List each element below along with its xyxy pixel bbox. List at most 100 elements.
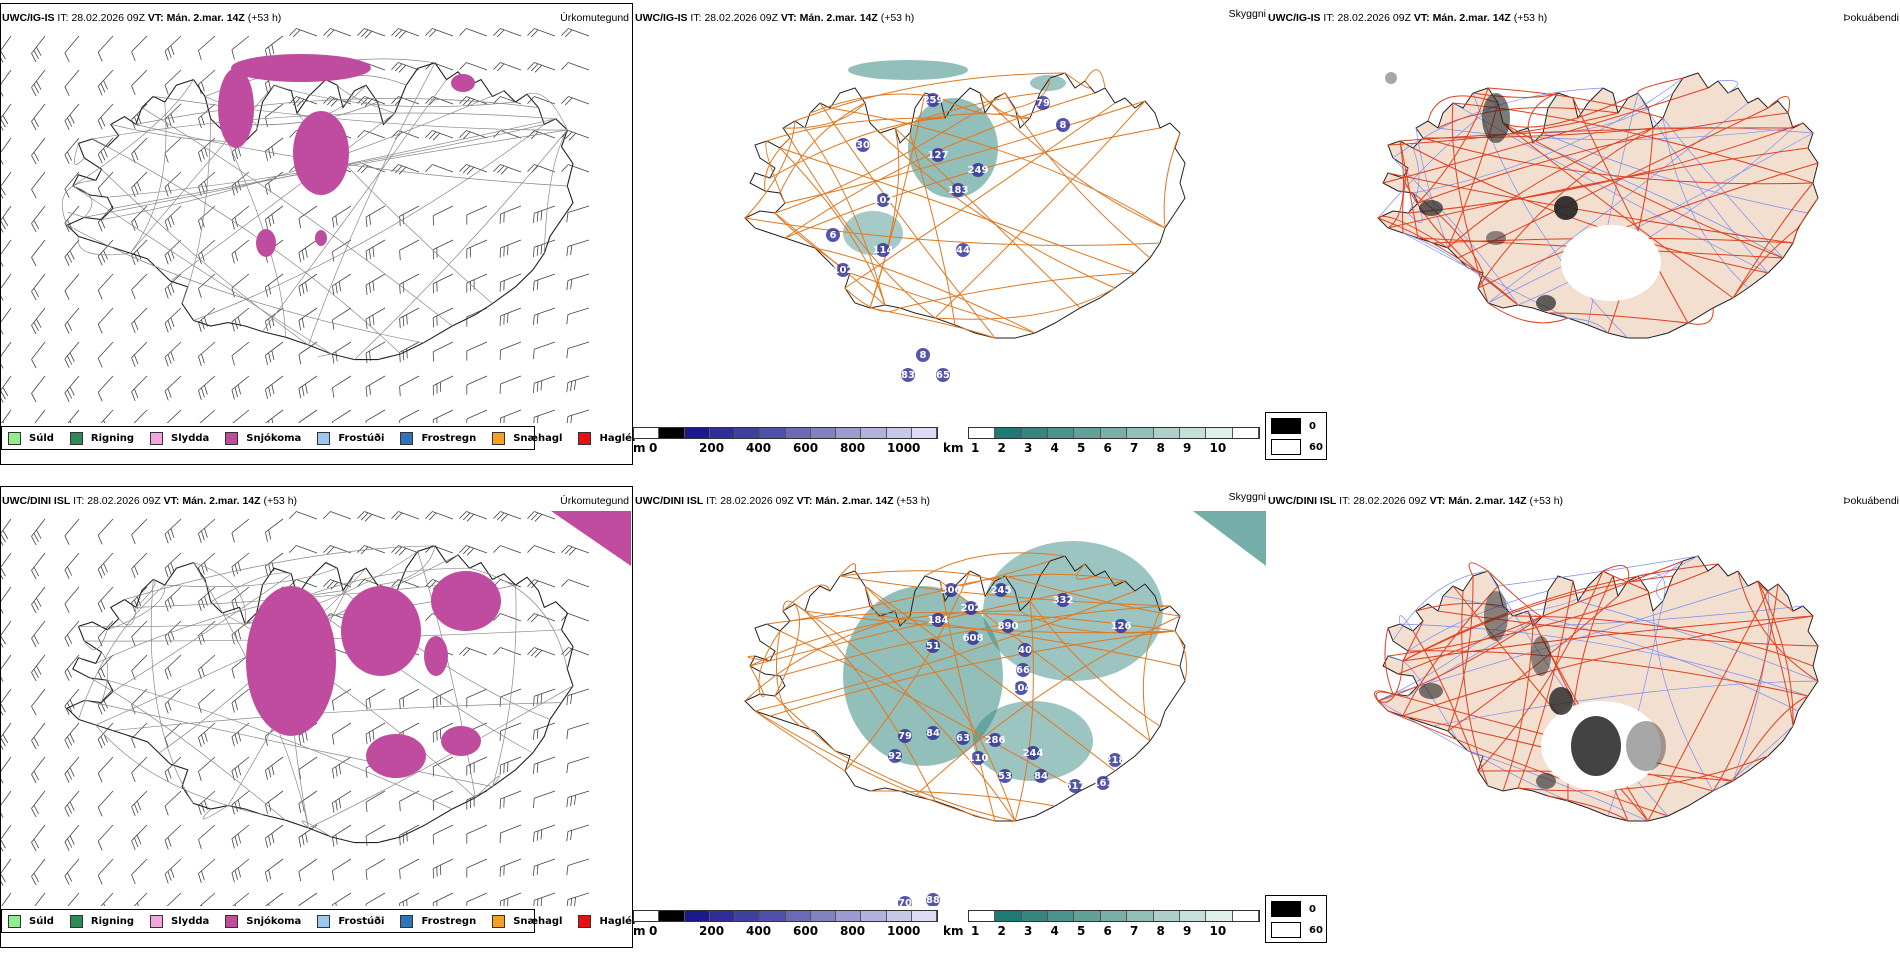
wind-barb (195, 274, 220, 298)
colorbar-tick: 5 (1077, 924, 1085, 938)
wind-barb (129, 138, 154, 163)
road-line (222, 130, 285, 337)
fog-indicator-panel: UWC/DINI ISL IT: 28.02.2026 09Z VT: Mán.… (1266, 483, 1899, 953)
wind-barb (463, 308, 490, 327)
fog-indicator-area (1385, 72, 1397, 84)
fog-indicator-area (1536, 295, 1556, 311)
legend-swatch (578, 432, 591, 445)
road-line (153, 96, 567, 130)
wind-barb (29, 723, 52, 749)
wind-barb (530, 893, 558, 906)
road-line (783, 103, 865, 128)
road-line (900, 273, 1135, 308)
wind-barb (564, 240, 591, 256)
colorbar-segment (836, 911, 861, 921)
wind-barb (564, 893, 591, 906)
ceiling-peak-label: 890 (998, 621, 1019, 632)
legend-item-1: Rigning (70, 915, 134, 928)
legend-item-5: Frostregn (400, 915, 476, 928)
fog-map[interactable] (1266, 28, 1900, 408)
wind-barb (463, 757, 490, 776)
wind-barb (430, 825, 457, 844)
colorbar-tick: 10 (1210, 924, 1227, 938)
fog-indicator-area (1536, 773, 1556, 789)
ceiling-peak-label: 126 (1111, 621, 1132, 632)
wind-barb (561, 61, 589, 78)
fog-map[interactable] (1266, 511, 1900, 891)
wind-barb (564, 206, 591, 222)
wind-barb (527, 646, 555, 663)
precip-map[interactable] (1, 28, 631, 423)
colorbar-segment (969, 428, 995, 438)
wind-barb (96, 893, 120, 906)
wind-barb (129, 376, 154, 401)
wind-barb (262, 893, 288, 906)
colorbar-segment (861, 911, 886, 921)
wind-barb (497, 893, 524, 906)
wind-barb (396, 893, 423, 906)
wind-barb (96, 274, 120, 299)
wind-barb (396, 689, 423, 709)
colorbar-tick: 800 (840, 441, 865, 455)
colorbar-segment (1074, 911, 1100, 921)
wind-barb (459, 646, 487, 663)
wind-barb (195, 138, 220, 162)
visibility-colorbar (968, 427, 1260, 439)
legend-label: Rigning (91, 916, 134, 927)
ceiling-peak-label: 79 (1036, 98, 1050, 109)
colorbar-segment (1127, 911, 1153, 921)
precip-map[interactable] (1, 511, 631, 906)
wind-barb (391, 28, 419, 44)
colorbar-segment (634, 428, 659, 438)
wind-barb (363, 859, 390, 880)
wind-barb (262, 859, 288, 882)
wind-barb (195, 70, 220, 94)
colorbar-segment (659, 911, 684, 921)
wind-barb (1, 553, 18, 579)
road-line (745, 121, 795, 218)
wind-barb (1, 893, 18, 906)
legend-swatch (150, 432, 163, 445)
wind-barb (396, 206, 423, 226)
wind-barb (396, 274, 423, 294)
colorbar-unit: km (943, 924, 963, 938)
wind-barb (129, 825, 154, 850)
wind-barb (162, 689, 187, 713)
wind-barb (497, 240, 524, 258)
wind-barb (530, 342, 558, 359)
ceiling-peak-label: 110 (968, 753, 989, 764)
panel-label-fog: Þokuábendi (1844, 495, 1899, 507)
wind-barb (162, 553, 187, 577)
colorbar-tick: 6 (1104, 441, 1112, 455)
wind-barb (1, 689, 18, 715)
title-lead: (+53 h) (896, 495, 930, 507)
wind-barb (96, 308, 120, 333)
legend-label: Slydda (171, 916, 209, 927)
legend-item-2: Slydda (150, 432, 209, 445)
colorbar-tick: 1 (971, 441, 979, 455)
wind-barb (357, 163, 385, 180)
snow-area (431, 571, 501, 631)
wind-barb (564, 757, 591, 773)
wind-barb (564, 859, 591, 875)
wind-barb (1, 519, 18, 545)
road-line (810, 94, 940, 113)
low-visibility-area (848, 60, 968, 80)
wind-barb (162, 410, 187, 423)
colorbar-segment (1074, 428, 1100, 438)
title-model: UWC/IG-IS (1268, 12, 1321, 24)
wind-barb (1, 621, 18, 647)
ceiling-peak-label: 608 (963, 633, 984, 644)
colorbar-segment (685, 428, 710, 438)
colorbar-segment (735, 428, 760, 438)
low-visibility-area (1030, 75, 1066, 91)
title-lead: (+53 h) (1514, 12, 1548, 24)
wind-barb (29, 172, 52, 198)
wind-barb (1, 723, 18, 749)
title-lead: (+53 h) (1529, 495, 1563, 507)
colorbar-segment (995, 428, 1021, 438)
wind-barb (29, 376, 52, 402)
